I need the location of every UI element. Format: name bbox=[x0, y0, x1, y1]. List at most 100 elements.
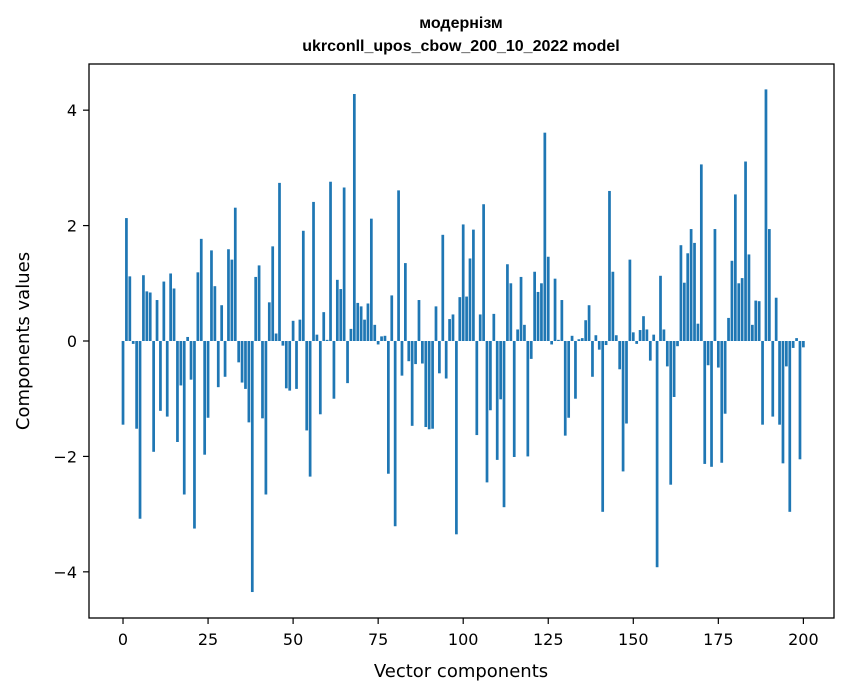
bar-22 bbox=[196, 272, 200, 341]
bar-105 bbox=[478, 314, 482, 341]
bar-152 bbox=[638, 330, 642, 341]
bar-54 bbox=[305, 341, 309, 431]
bar-92 bbox=[434, 306, 438, 342]
plot-area-frame bbox=[88, 63, 835, 619]
bar-12 bbox=[162, 281, 166, 341]
bar-48 bbox=[284, 341, 288, 389]
bar-111 bbox=[499, 341, 502, 400]
bar-126 bbox=[550, 341, 554, 345]
bar-157 bbox=[655, 341, 659, 568]
bar-39 bbox=[254, 276, 258, 341]
bar-191 bbox=[771, 341, 775, 417]
bar-18 bbox=[182, 341, 186, 495]
bar-127 bbox=[553, 278, 557, 341]
bar-181 bbox=[737, 283, 741, 341]
y-tick-label: 0 bbox=[67, 332, 77, 351]
bar-49 bbox=[288, 341, 292, 391]
bar-0 bbox=[121, 341, 125, 425]
bar-199 bbox=[798, 341, 802, 460]
bar-79 bbox=[390, 295, 394, 341]
x-tick-label: 200 bbox=[788, 630, 819, 649]
bar-154 bbox=[645, 329, 649, 341]
y-tick-label: −4 bbox=[53, 563, 77, 582]
bar-76 bbox=[380, 336, 383, 341]
bar-32 bbox=[230, 259, 234, 341]
bar-162 bbox=[672, 341, 676, 397]
bar-155 bbox=[648, 341, 652, 361]
x-tick-label: 50 bbox=[283, 630, 303, 649]
bar-135 bbox=[580, 338, 584, 341]
bar-29 bbox=[220, 305, 224, 341]
bar-146 bbox=[618, 341, 622, 370]
bar-5 bbox=[138, 341, 142, 519]
bar-97 bbox=[451, 314, 455, 341]
bar-140 bbox=[597, 341, 601, 350]
bar-145 bbox=[614, 335, 618, 341]
bar-72 bbox=[366, 303, 370, 341]
bar-164 bbox=[679, 245, 683, 341]
bar-114 bbox=[509, 283, 513, 341]
bar-82 bbox=[400, 341, 404, 376]
bar-189 bbox=[764, 89, 768, 341]
y-tick-label: 4 bbox=[67, 101, 77, 120]
bar-115 bbox=[512, 341, 516, 457]
x-tick-label: 0 bbox=[118, 630, 128, 649]
bar-182 bbox=[740, 278, 744, 341]
bar-6 bbox=[142, 275, 145, 341]
bar-176 bbox=[720, 341, 724, 463]
bar-134 bbox=[577, 339, 581, 341]
bar-77 bbox=[383, 335, 387, 341]
bar-117 bbox=[519, 276, 523, 341]
bar-36 bbox=[244, 341, 247, 389]
bar-33 bbox=[233, 207, 237, 341]
bar-119 bbox=[526, 341, 530, 457]
bar-95 bbox=[444, 341, 448, 379]
bar-137 bbox=[587, 305, 591, 341]
bar-124 bbox=[543, 132, 547, 341]
bar-110 bbox=[495, 341, 499, 460]
x-tick-label: 175 bbox=[703, 630, 734, 649]
bar-81 bbox=[397, 190, 400, 341]
bar-66 bbox=[346, 341, 349, 384]
bar-78 bbox=[387, 341, 390, 474]
x-tick-label: 25 bbox=[198, 630, 218, 649]
bar-4 bbox=[135, 341, 138, 429]
bar-99 bbox=[458, 297, 462, 341]
bar-185 bbox=[751, 324, 754, 341]
bar-122 bbox=[536, 291, 540, 341]
bar-163 bbox=[676, 341, 679, 347]
y-axis-label: Components values bbox=[13, 252, 34, 430]
bar-85 bbox=[410, 341, 414, 426]
bar-74 bbox=[373, 324, 377, 341]
bar-132 bbox=[570, 335, 574, 341]
bar-103 bbox=[472, 229, 475, 341]
bar-52 bbox=[298, 319, 302, 341]
bar-113 bbox=[506, 264, 509, 341]
bar-47 bbox=[281, 341, 285, 346]
bar-56 bbox=[312, 201, 315, 341]
bar-58 bbox=[318, 341, 322, 415]
x-axis-ticks: 0 25 50 75 100 125 150 175 200 bbox=[118, 618, 819, 649]
bar-44 bbox=[271, 246, 275, 341]
bar-55 bbox=[308, 341, 312, 477]
bar-88 bbox=[421, 341, 424, 364]
bar-73 bbox=[369, 218, 373, 341]
x-tick-label: 75 bbox=[368, 630, 388, 649]
bar-63 bbox=[335, 279, 339, 341]
bar-19 bbox=[186, 336, 190, 341]
bar-2 bbox=[128, 276, 132, 341]
bar-151 bbox=[635, 341, 639, 344]
bar-177 bbox=[723, 341, 727, 414]
bar-87 bbox=[417, 300, 421, 341]
bar-100 bbox=[461, 224, 465, 341]
bar-27 bbox=[213, 286, 217, 341]
bar-106 bbox=[482, 204, 485, 341]
bar-68 bbox=[352, 94, 356, 341]
bar-59 bbox=[322, 312, 326, 341]
bar-186 bbox=[754, 300, 758, 341]
bar-149 bbox=[628, 259, 632, 341]
bar-96 bbox=[448, 319, 451, 341]
bar-200 bbox=[802, 341, 805, 348]
bar-37 bbox=[247, 341, 251, 423]
bar-178 bbox=[727, 317, 730, 341]
